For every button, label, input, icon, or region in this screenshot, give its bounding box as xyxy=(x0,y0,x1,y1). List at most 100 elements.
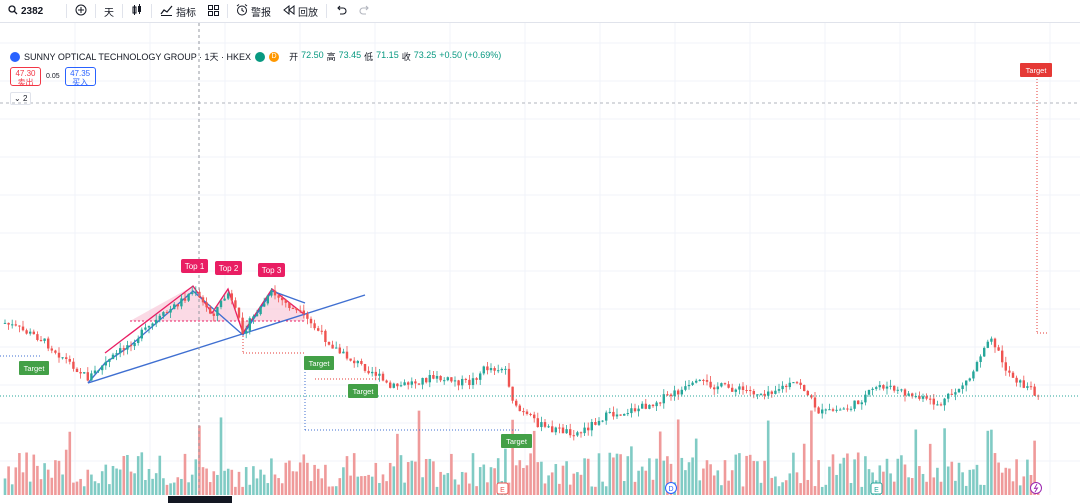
volume-bar xyxy=(723,460,727,495)
volume-bar xyxy=(378,482,381,495)
volume-bar xyxy=(14,467,18,495)
indicators-icon xyxy=(160,5,173,18)
volume-bar xyxy=(921,473,925,495)
price-chart[interactable]: Top 1 Top 2 Top 3 Target Target Target T… xyxy=(0,23,1080,503)
candle-body xyxy=(705,380,709,382)
volume-bar xyxy=(421,477,424,495)
volume-bar xyxy=(3,478,7,495)
candle-body xyxy=(644,403,647,409)
candle-body xyxy=(633,408,637,412)
volume-bar xyxy=(25,452,28,495)
symbol-logo-icon xyxy=(10,51,20,62)
candle-body xyxy=(1026,386,1029,388)
earnings-event-marker-2[interactable]: E xyxy=(870,482,883,495)
candle-body xyxy=(792,382,795,384)
candle-body xyxy=(839,409,842,411)
volume-bar xyxy=(104,464,108,495)
candle-body xyxy=(61,357,64,359)
candle-body xyxy=(813,397,817,408)
volume-bar xyxy=(176,477,180,495)
volume-bar xyxy=(342,467,345,495)
candle-body xyxy=(565,429,568,434)
volume-bar xyxy=(1004,467,1008,495)
chart-type-button[interactable] xyxy=(125,0,149,22)
alert-button[interactable]: 警报 xyxy=(230,0,277,22)
candle-body xyxy=(929,398,932,400)
top3-label[interactable]: Top 3 xyxy=(258,263,285,277)
dividend-event-marker[interactable]: D xyxy=(665,482,677,494)
volume-bar xyxy=(428,458,432,495)
candle-body xyxy=(871,388,874,390)
buy-button[interactable]: 47.35 买入 xyxy=(64,67,96,87)
candle-body xyxy=(54,350,57,353)
chart-legend[interactable]: SUNNY OPTICAL TECHNOLOGY GROUP · 1天 · HK… xyxy=(10,50,501,63)
time-axis[interactable] xyxy=(0,495,1080,503)
volume-bar xyxy=(529,453,532,495)
candle-body xyxy=(961,385,964,390)
volume-bar xyxy=(385,481,388,495)
volume-bar xyxy=(280,483,284,495)
candle-body xyxy=(421,377,424,385)
candle-body xyxy=(651,404,655,407)
candle-body xyxy=(554,427,557,433)
target-label-3[interactable]: Target xyxy=(348,384,378,398)
sell-button[interactable]: 47.30 卖出 xyxy=(10,67,41,87)
earnings-event-marker[interactable]: E xyxy=(496,482,509,495)
candle-body xyxy=(201,297,205,303)
volume-bar xyxy=(468,483,471,495)
candle-body xyxy=(579,432,583,434)
volume-bar xyxy=(234,486,237,495)
candle-body xyxy=(194,291,197,293)
candle-body xyxy=(345,351,349,359)
candle-body xyxy=(180,298,183,307)
target-label-2[interactable]: Target xyxy=(304,356,334,370)
spread-value: 0.05 xyxy=(46,73,60,80)
candle-body xyxy=(691,382,694,385)
symbol-search[interactable]: 2382 xyxy=(0,0,64,22)
volume-bar xyxy=(565,461,568,495)
top2-label[interactable]: Top 2 xyxy=(215,261,242,275)
target-label-1[interactable]: Target xyxy=(19,361,49,375)
volume-bar xyxy=(158,455,162,495)
candle-body xyxy=(101,365,104,371)
candle-body xyxy=(957,389,961,393)
candle-body xyxy=(241,317,244,334)
candle-body xyxy=(392,383,395,388)
market-status-icon[interactable] xyxy=(255,51,266,62)
templates-button[interactable] xyxy=(202,0,225,22)
volume-bar xyxy=(172,482,176,495)
volume-bar xyxy=(727,480,730,495)
target-label-5[interactable]: Target xyxy=(1020,63,1052,77)
candle-body xyxy=(756,394,759,396)
chart-pane[interactable]: Top 1 Top 2 Top 3 Target Target Target T… xyxy=(0,23,1080,503)
top1-label[interactable]: Top 1 xyxy=(181,259,208,273)
interval-button[interactable]: 天 xyxy=(98,0,120,22)
volume-bar xyxy=(936,467,939,495)
undo-button[interactable] xyxy=(329,0,353,22)
candle-body xyxy=(119,348,122,354)
compare-button[interactable] xyxy=(69,0,93,22)
flash-event-marker[interactable] xyxy=(1030,482,1042,494)
volume-bar xyxy=(763,460,766,495)
candle-body xyxy=(831,409,835,411)
indicators-collapse-button[interactable]: ⌄ 2 xyxy=(10,92,32,105)
volume-bar xyxy=(356,476,360,495)
candle-body xyxy=(288,302,291,309)
candle-body xyxy=(414,381,417,384)
candle-body xyxy=(468,379,471,386)
candle-body xyxy=(702,379,705,381)
trend-line[interactable] xyxy=(87,294,366,384)
volume-bar xyxy=(370,476,374,495)
volume-bar xyxy=(212,471,216,495)
indicators-button[interactable]: 指标 xyxy=(154,0,202,22)
target-label-4[interactable]: Target xyxy=(501,434,532,448)
candle-body xyxy=(428,375,431,383)
volume-bar xyxy=(838,463,842,495)
candle-body xyxy=(140,329,143,339)
volume-bar xyxy=(828,466,831,495)
redo-button[interactable] xyxy=(353,0,377,22)
volume-bar xyxy=(986,430,990,495)
volume-bar xyxy=(705,460,709,495)
symbol-label: 2382 xyxy=(21,5,44,17)
replay-button[interactable]: 回放 xyxy=(277,0,324,22)
